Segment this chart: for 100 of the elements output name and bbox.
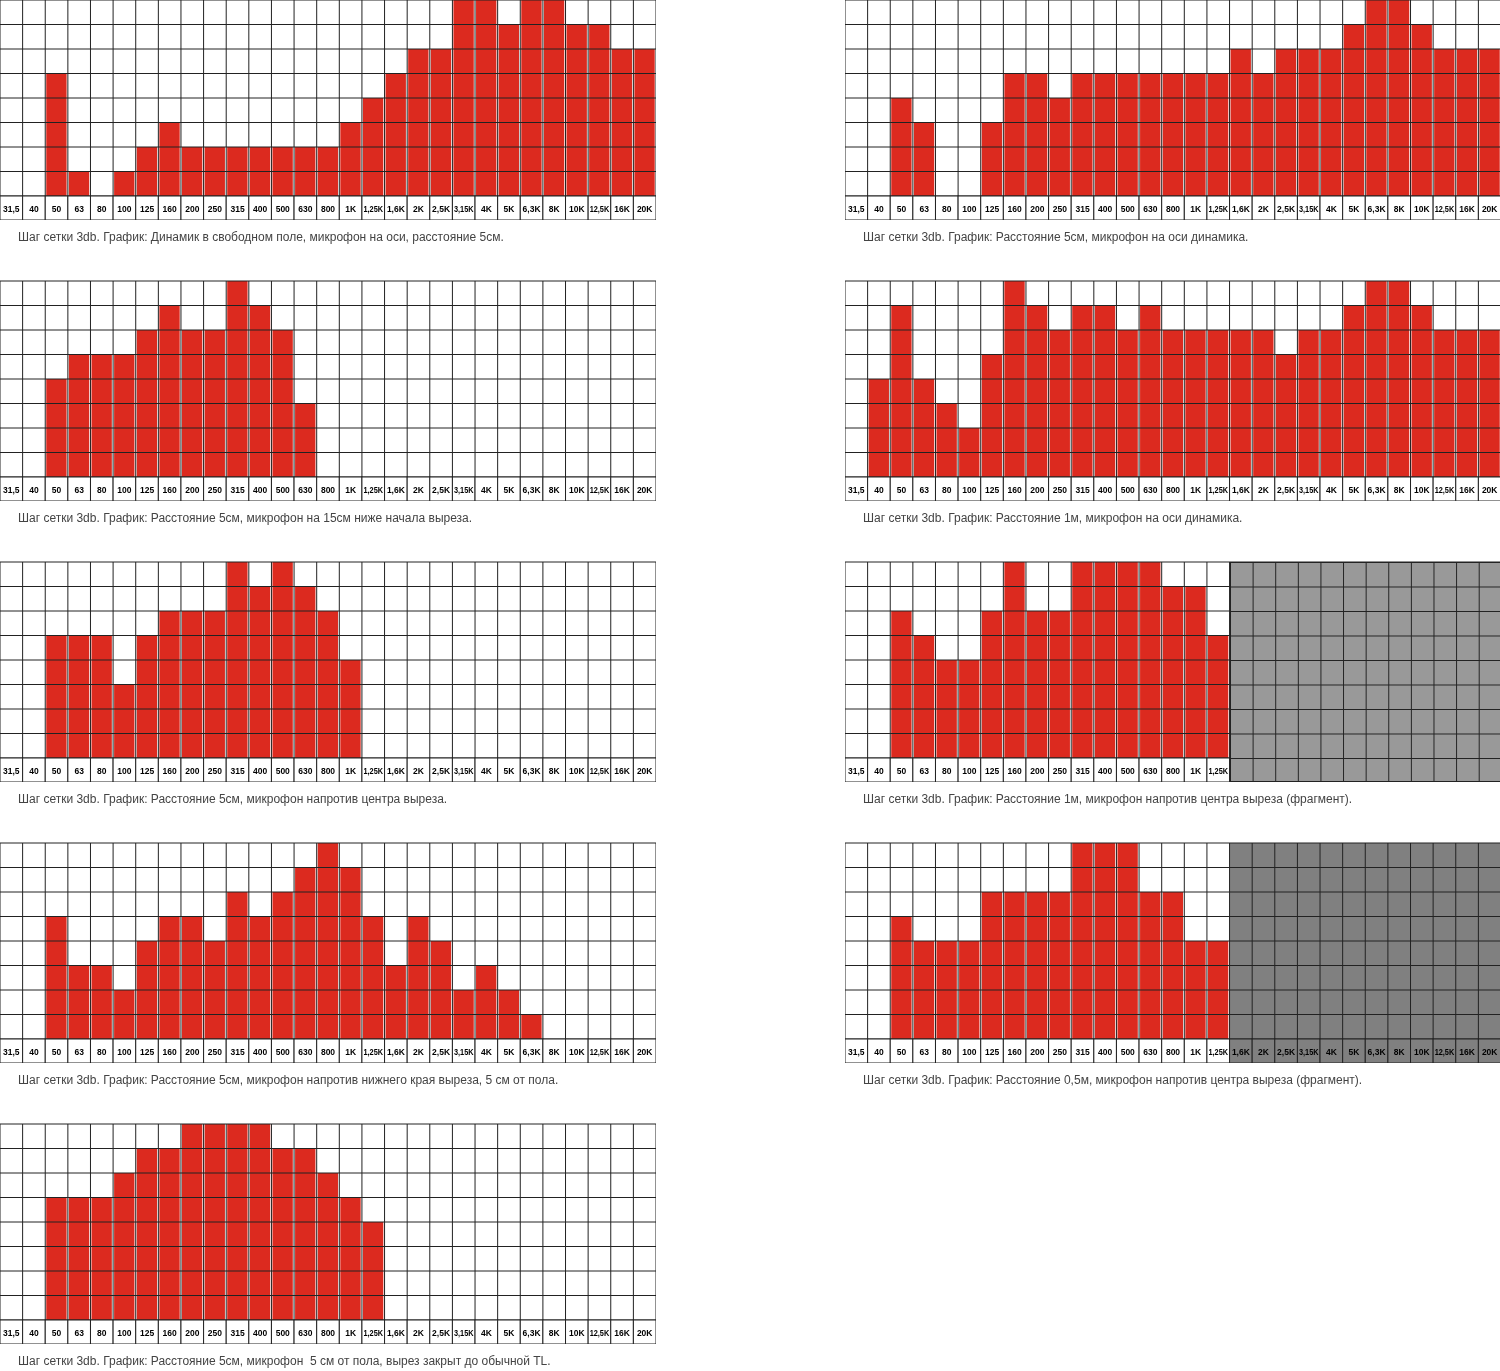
x-tick-label: 8K xyxy=(1393,485,1406,495)
x-tick-label: 63 xyxy=(74,1328,85,1338)
x-tick-label: 200 xyxy=(1030,766,1045,776)
x-tick-label: 4K xyxy=(1325,1047,1338,1057)
x-tick-label: 160 xyxy=(1007,766,1023,776)
x-tick-label: 4K xyxy=(480,1047,493,1057)
x-tick-label: 8K xyxy=(548,1328,561,1338)
x-tick-label: 2,5K xyxy=(432,204,451,214)
x-tick-label: 80 xyxy=(942,485,952,495)
x-tick-label: 100 xyxy=(117,1047,132,1057)
x-tick-label: 50 xyxy=(51,204,62,214)
x-tick-label: 16K xyxy=(614,766,631,776)
x-tick-label: 315 xyxy=(1075,1047,1090,1057)
x-tick-label: 50 xyxy=(51,485,62,495)
x-tick-label: 20K xyxy=(1481,1047,1499,1057)
x-tick-label: 50 xyxy=(896,204,907,214)
x-tick-label: 2K xyxy=(413,204,425,214)
x-tick-label: 1,25K xyxy=(1208,1047,1232,1057)
x-tick-label: 630 xyxy=(298,204,313,214)
x-tick-label: 315 xyxy=(230,766,245,776)
x-tick-label: 200 xyxy=(1030,1047,1045,1057)
x-tick-label: 5K xyxy=(503,1047,516,1057)
x-tick-label: 16K xyxy=(1459,485,1476,495)
x-tick-label: 20K xyxy=(636,485,654,495)
x-tick-label: 10K xyxy=(1414,485,1431,495)
x-tick-label: 100 xyxy=(962,766,977,776)
x-tick-label: 3,15K xyxy=(453,204,477,214)
x-tick-label: 315 xyxy=(230,485,245,495)
x-tick-label: 2K xyxy=(413,766,425,776)
x-tick-label: 16K xyxy=(614,1328,631,1338)
x-tick-label: 1,25K xyxy=(1208,766,1232,776)
x-tick-label: 40 xyxy=(29,204,39,214)
x-tick-label: 80 xyxy=(942,1047,952,1057)
x-tick-label: 125 xyxy=(139,766,155,776)
x-tick-label: 2K xyxy=(1258,204,1270,214)
x-tick-label: 20K xyxy=(1481,485,1499,495)
x-tick-label: 800 xyxy=(1165,204,1181,214)
x-tick-label: 200 xyxy=(185,766,200,776)
x-tick-label: 12,5K xyxy=(589,204,613,214)
x-tick-label: 63 xyxy=(74,204,85,214)
x-tick-label: 400 xyxy=(253,204,268,214)
x-tick-label: 31,5 xyxy=(3,766,20,776)
x-tick-label: 125 xyxy=(139,1047,155,1057)
x-tick-label: 40 xyxy=(29,1047,39,1057)
x-tick-label: 160 xyxy=(1007,485,1023,495)
x-tick-label: 800 xyxy=(320,766,336,776)
x-tick-label: 125 xyxy=(984,485,1000,495)
x-tick-label: 100 xyxy=(117,1328,132,1338)
x-tick-label: 2K xyxy=(1258,485,1270,495)
x-tick-label: 315 xyxy=(230,1047,245,1057)
x-tick-label: 250 xyxy=(1052,1047,1068,1057)
x-tick-label: 50 xyxy=(896,766,907,776)
x-tick-label: 1,6K xyxy=(1231,204,1251,214)
x-tick-label: 2K xyxy=(1258,1047,1270,1057)
x-tick-label: 800 xyxy=(320,485,336,495)
x-tick-label: 20K xyxy=(1481,204,1499,214)
x-tick-label: 1,6K xyxy=(1231,485,1251,495)
x-tick-label: 5K xyxy=(1348,485,1361,495)
x-tick-label: 400 xyxy=(253,1047,268,1057)
x-tick-label: 400 xyxy=(1098,485,1113,495)
x-tick-label: 40 xyxy=(874,766,884,776)
x-tick-label: 160 xyxy=(1007,1047,1023,1057)
x-tick-label: 63 xyxy=(919,1047,930,1057)
x-tick-label: 400 xyxy=(1098,1047,1113,1057)
x-tick-label: 31,5 xyxy=(848,485,865,495)
x-tick-label: 12,5K xyxy=(589,485,613,495)
x-tick-label: 100 xyxy=(962,204,977,214)
text: Шаг сетки 3db. График: Расстояние 1м, микрофон на оси динамика. xyxy=(862,511,1244,525)
x-tick-label: 2K xyxy=(413,1047,425,1057)
x-tick-label: 2,5K xyxy=(432,766,451,776)
x-tick-label: 1,25K xyxy=(363,766,387,776)
x-tick-label: 500 xyxy=(1120,1047,1136,1057)
x-tick-label: 63 xyxy=(74,485,85,495)
x-tick-label: 1,25K xyxy=(363,485,387,495)
x-tick-label: 1K xyxy=(345,204,357,214)
x-tick-label: 12,5K xyxy=(589,1047,613,1057)
x-tick-label: 10K xyxy=(569,204,586,214)
x-tick-label: 31,5 xyxy=(3,1047,20,1057)
x-tick-label: 3,15K xyxy=(1298,485,1322,495)
x-tick-label: 3,15K xyxy=(1298,204,1322,214)
x-tick-label: 1K xyxy=(345,766,357,776)
text: Шаг сетки 3db. График: Расстояние 1м, микрофон напротив центра выреза (фрагмент). xyxy=(862,792,1354,806)
x-tick-label: 50 xyxy=(51,1047,62,1057)
x-tick-label: 12,5K xyxy=(589,766,613,776)
x-tick-label: 6,3K xyxy=(1367,485,1387,495)
x-tick-label: 16K xyxy=(1459,1047,1476,1057)
x-tick-label: 3,15K xyxy=(453,766,477,776)
x-tick-label: 1,6K xyxy=(386,204,406,214)
x-tick-label: 5K xyxy=(503,485,516,495)
x-tick-label: 5K xyxy=(1348,204,1361,214)
x-tick-label: 800 xyxy=(320,204,336,214)
x-tick-label: 40 xyxy=(29,485,39,495)
text: Шаг сетки 3db. График: Расстояние 5см, микрофон на оси динамика. xyxy=(862,230,1250,244)
x-tick-label: 800 xyxy=(1165,1047,1181,1057)
x-tick-label: 500 xyxy=(1120,204,1136,214)
x-tick-label: 40 xyxy=(29,766,39,776)
x-tick-label: 63 xyxy=(919,485,930,495)
x-tick-label: 63 xyxy=(919,204,930,214)
x-tick-label: 250 xyxy=(1052,766,1068,776)
x-tick-label: 6,3K xyxy=(1367,1047,1387,1057)
